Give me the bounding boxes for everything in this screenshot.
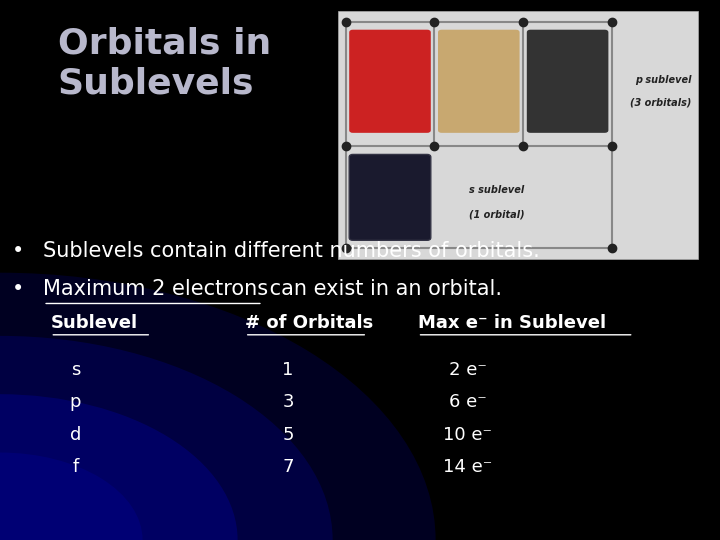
Text: s sublevel: s sublevel [469, 185, 524, 194]
FancyBboxPatch shape [349, 154, 431, 240]
Ellipse shape [0, 453, 143, 540]
Text: Max e⁻ in Sublevel: Max e⁻ in Sublevel [418, 314, 606, 332]
Text: can exist in an orbital.: can exist in an orbital. [263, 279, 502, 299]
Text: •: • [12, 241, 24, 261]
Text: 3: 3 [282, 393, 294, 411]
Text: 10 e⁻: 10 e⁻ [444, 426, 492, 444]
Text: Sublevel: Sublevel [50, 314, 138, 332]
Ellipse shape [0, 394, 238, 540]
FancyBboxPatch shape [338, 11, 698, 259]
Ellipse shape [0, 336, 333, 540]
Text: 5: 5 [282, 426, 294, 444]
FancyBboxPatch shape [438, 30, 520, 133]
Text: 7: 7 [282, 458, 294, 476]
FancyBboxPatch shape [349, 30, 431, 133]
Text: p: p [70, 393, 81, 411]
Text: •: • [12, 279, 24, 299]
Text: 6 e⁻: 6 e⁻ [449, 393, 487, 411]
Text: f: f [73, 458, 78, 476]
Text: 1: 1 [282, 361, 294, 379]
Text: Sublevels contain different numbers of orbitals.: Sublevels contain different numbers of o… [43, 241, 540, 261]
Text: (1 orbital): (1 orbital) [469, 210, 525, 219]
Text: s: s [71, 361, 81, 379]
Ellipse shape [0, 273, 436, 540]
FancyBboxPatch shape [527, 30, 608, 133]
Text: 14 e⁻: 14 e⁻ [444, 458, 492, 476]
Text: 2 e⁻: 2 e⁻ [449, 361, 487, 379]
Text: d: d [70, 426, 81, 444]
Text: Orbitals in
Sublevels: Orbitals in Sublevels [58, 27, 271, 100]
Text: p sublevel: p sublevel [635, 76, 691, 85]
Text: Maximum 2 electrons: Maximum 2 electrons [43, 279, 269, 299]
Text: # of Orbitals: # of Orbitals [245, 314, 373, 332]
Text: (3 orbitals): (3 orbitals) [630, 98, 691, 107]
